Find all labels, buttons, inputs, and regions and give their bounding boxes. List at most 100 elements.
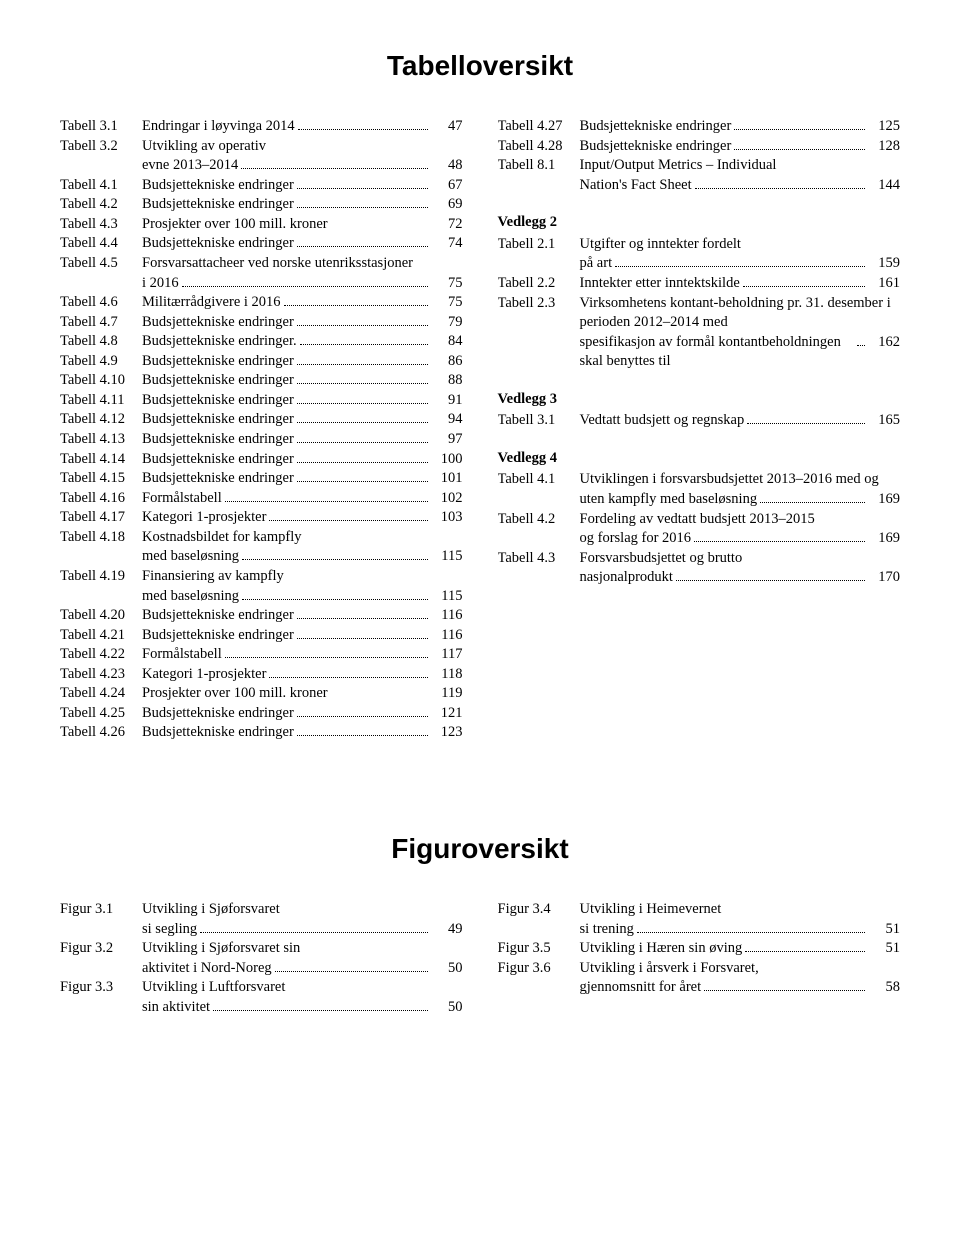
dot-leader: [760, 502, 865, 503]
toc-entry: Tabell 4.20Budsjettekniske endringer116: [60, 606, 463, 626]
toc-entry: Tabell 4.19Finansiering av kampfly med b…: [60, 567, 463, 606]
entry-description: med baseløsning: [142, 587, 239, 607]
entry-label: Tabell 2.3: [498, 294, 580, 314]
entry-label: Tabell 4.6: [60, 293, 142, 313]
entry-description: og forslag for 2016: [580, 529, 692, 549]
entry-description: Utvikling av operativ: [142, 137, 266, 157]
toc-entry: Tabell 4.8Budsjettekniske endringer. 84: [60, 332, 463, 352]
toc-entry: Tabell 8.1Input/Output Metrics – Individ…: [498, 156, 901, 195]
dot-leader: [213, 1010, 427, 1011]
entry-page: 102: [431, 489, 463, 509]
entry-page: 84: [431, 332, 463, 352]
entry-page: 101: [431, 469, 463, 489]
dot-leader: [704, 990, 865, 991]
toc-entry: Tabell 4.3Forsvarsbudsjettet og brutto n…: [498, 549, 901, 588]
entry-label: Tabell 4.12: [60, 410, 142, 430]
entry-description: sin aktivitet: [142, 998, 210, 1018]
dot-leader: [297, 618, 428, 619]
entry-description: Budsjettekniske endringer: [142, 606, 294, 626]
toc-entry: Tabell 4.23Kategori 1-prosjekter118: [60, 665, 463, 685]
entry-label: Figur 3.6: [498, 959, 580, 979]
entry-description: Budsjettekniske endringer.: [142, 332, 297, 352]
entry-page: 159: [868, 254, 900, 274]
dot-leader: [225, 657, 428, 658]
entry-page: 121: [431, 704, 463, 724]
toc-entry: Tabell 4.13Budsjettekniske endringer97: [60, 430, 463, 450]
entry-description: Utvikling i årsverk i Forsvaret,: [580, 959, 759, 979]
entry-label: Tabell 4.22: [60, 645, 142, 665]
toc-entry: Tabell 4.4Budsjettekniske endringer74: [60, 234, 463, 254]
entry-label-spacer: [498, 333, 580, 353]
toc-entry: Figur 3.3Utvikling i Luftforsvaret sin a…: [60, 978, 463, 1017]
toc-entry: Tabell 4.28Budsjettekniske endringer 128: [498, 137, 901, 157]
entry-page: 115: [431, 547, 463, 567]
entry-page: 103: [431, 508, 463, 528]
toc-entry: Tabell 2.2Inntekter etter inntektskilde1…: [498, 274, 901, 294]
entry-description: Budsjettekniske endringer: [142, 391, 294, 411]
entry-page: 47: [431, 117, 463, 137]
entry-page: 165: [868, 411, 900, 431]
entry-description: Utvikling i Hæren sin øving: [580, 939, 743, 959]
entry-label-spacer: [60, 587, 142, 607]
dot-leader: [297, 716, 428, 717]
entry-page: 125: [868, 117, 900, 137]
dot-leader: [637, 932, 865, 933]
toc-entry: Tabell 4.15Budsjettekniske endringer101: [60, 469, 463, 489]
entry-label: Tabell 4.8: [60, 332, 142, 352]
dot-leader: [676, 580, 865, 581]
toc-entry: Tabell 4.3Prosjekter over 100 mill. kron…: [60, 215, 463, 235]
entry-description: Budsjettekniske endringer: [142, 704, 294, 724]
entry-label: Tabell 4.25: [60, 704, 142, 724]
entry-page: 86: [431, 352, 463, 372]
dot-leader: [695, 188, 865, 189]
entry-label: Tabell 4.7: [60, 313, 142, 333]
entry-description: Vedtatt budsjett og regnskap: [580, 411, 745, 431]
entry-description: Budsjettekniske endringer: [142, 176, 294, 196]
entry-description: Budsjettekniske endringer: [580, 117, 732, 137]
entry-description: si segling: [142, 920, 197, 940]
entry-description: Fordeling av vedtatt budsjett 2013–2015: [580, 510, 815, 530]
toc-entry: Tabell 4.18Kostnadsbildet for kampfly me…: [60, 528, 463, 567]
figur-left-column: Figur 3.1Utvikling i Sjøforsvaret si seg…: [60, 900, 463, 1017]
entry-label-spacer: [498, 529, 580, 549]
entry-label: Tabell 4.28: [498, 137, 580, 157]
entry-page: 161: [868, 274, 900, 294]
entry-description: Budsjettekniske endringer: [142, 371, 294, 391]
entry-label-spacer: [498, 254, 580, 274]
entry-description: Budsjettekniske endringer: [142, 469, 294, 489]
dot-leader: [242, 559, 427, 560]
entry-label: Tabell 4.3: [498, 549, 580, 569]
entry-description: Kategori 1-prosjekter: [142, 508, 266, 528]
toc-entry: Figur 3.6Utvikling i årsverk i Forsvaret…: [498, 959, 901, 998]
dot-leader: [241, 168, 427, 169]
dot-leader: [269, 677, 427, 678]
tabell-columns: Tabell 3.1Endringar i løyvinga 201447Tab…: [60, 117, 900, 743]
entry-description: Budsjettekniske endringer: [580, 137, 732, 157]
dot-leader: [269, 520, 427, 521]
dot-leader: [297, 207, 428, 208]
dot-leader: [694, 541, 865, 542]
entry-page: 128: [868, 137, 900, 157]
entry-description: Budsjettekniske endringer: [142, 450, 294, 470]
entry-description: Formålstabell: [142, 489, 222, 509]
entry-label: Tabell 4.2: [498, 510, 580, 530]
tabell-right-column: Tabell 4.27Budsjettekniske endringer125T…: [498, 117, 901, 743]
entry-label: Tabell 4.11: [60, 391, 142, 411]
entry-description: Finansiering av kampfly: [142, 567, 284, 587]
entry-description: Utvikling i Luftforsvaret: [142, 978, 285, 998]
entry-label-spacer: [60, 959, 142, 979]
dot-leader: [297, 735, 428, 736]
dot-leader: [747, 423, 865, 424]
entry-label: Tabell 4.9: [60, 352, 142, 372]
entry-page: 100: [431, 450, 463, 470]
entry-label: Tabell 4.3: [60, 215, 142, 235]
dot-leader: [743, 286, 865, 287]
entry-label: Tabell 3.1: [498, 411, 580, 431]
entry-page: 118: [431, 665, 463, 685]
entry-label: Tabell 4.1: [498, 470, 580, 490]
dot-leader: [745, 951, 865, 952]
entry-label: Tabell 3.1: [60, 117, 142, 137]
dot-leader: [297, 462, 428, 463]
entry-description: Budsjettekniske endringer: [142, 313, 294, 333]
toc-entry: Tabell 4.7Budsjettekniske endringer79: [60, 313, 463, 333]
